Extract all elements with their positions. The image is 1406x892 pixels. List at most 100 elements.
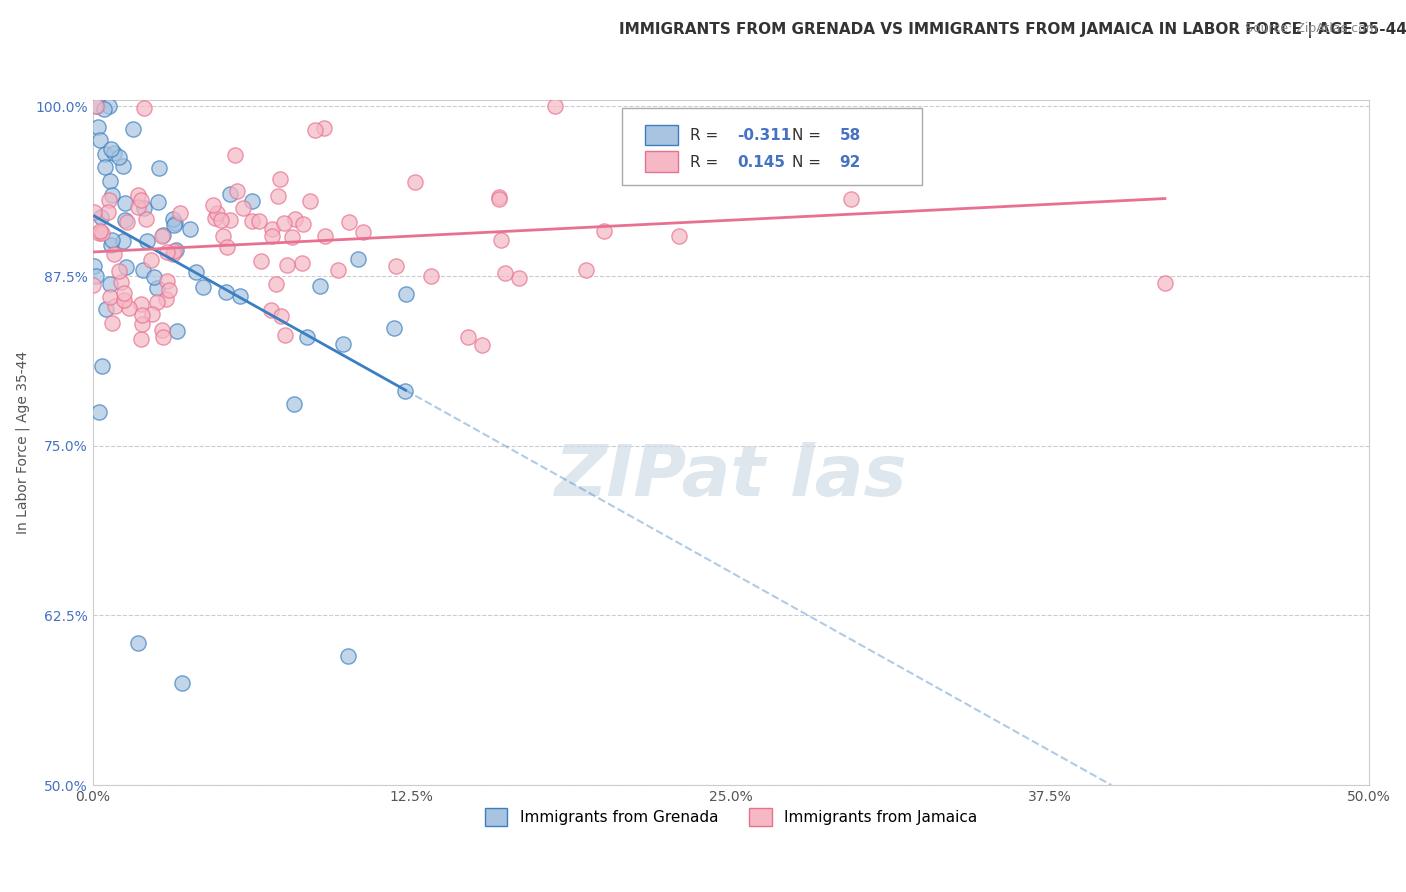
Point: [91, 226, 114, 240]
Point: [152, 330, 174, 344]
Point: [218, 213, 240, 227]
Point: [104, 299, 127, 313]
Point: [152, 228, 174, 243]
Point: [100, 237, 122, 252]
Point: [281, 230, 304, 244]
Point: [212, 229, 235, 244]
Point: [108, 263, 131, 277]
Point: [471, 337, 494, 351]
Point: [83, 205, 105, 219]
Point: [204, 211, 226, 225]
Point: [163, 216, 186, 230]
Point: [169, 205, 191, 219]
Point: [643, 133, 665, 147]
Point: [86, 120, 108, 134]
Text: N =: N =: [792, 128, 825, 144]
Point: [352, 225, 374, 239]
Text: ZIPat las: ZIPat las: [554, 442, 907, 511]
FancyBboxPatch shape: [645, 125, 679, 145]
Point: [94, 301, 117, 316]
FancyBboxPatch shape: [623, 109, 922, 186]
Point: [157, 283, 180, 297]
Point: [260, 229, 283, 244]
Point: [115, 215, 138, 229]
Point: [101, 188, 124, 202]
Point: [336, 649, 359, 664]
Point: [508, 271, 530, 285]
Point: [347, 252, 370, 266]
Point: [207, 205, 229, 219]
Point: [132, 263, 155, 277]
Point: [284, 211, 307, 226]
Point: [394, 286, 416, 301]
Point: [217, 240, 239, 254]
Point: [103, 146, 125, 161]
Point: [134, 202, 156, 216]
Point: [141, 307, 163, 321]
Point: [240, 214, 263, 228]
Point: [100, 277, 122, 292]
Point: [148, 161, 170, 175]
Point: [201, 198, 224, 212]
Point: [90, 359, 112, 374]
Point: [89, 133, 111, 147]
Point: [291, 217, 314, 231]
Point: [89, 224, 111, 238]
Point: [247, 214, 270, 228]
Point: [97, 205, 120, 219]
Text: 92: 92: [839, 155, 860, 170]
Point: [89, 226, 111, 240]
Point: [146, 281, 169, 295]
Point: [122, 122, 145, 136]
Point: [156, 274, 179, 288]
Point: [103, 246, 125, 260]
Point: [291, 256, 314, 270]
Point: [283, 397, 305, 411]
Point: [139, 252, 162, 267]
Point: [94, 161, 117, 175]
Point: [269, 171, 291, 186]
Point: [150, 323, 173, 337]
Point: [276, 258, 298, 272]
Point: [575, 263, 598, 277]
Point: [382, 321, 405, 335]
Point: [110, 275, 132, 289]
Point: [155, 292, 177, 306]
Point: [163, 244, 186, 258]
Text: N =: N =: [792, 155, 825, 170]
Point: [112, 234, 135, 248]
Point: [488, 192, 510, 206]
Point: [145, 294, 167, 309]
Point: [298, 194, 321, 208]
Point: [127, 187, 149, 202]
Point: [163, 218, 186, 232]
Point: [114, 213, 136, 227]
Point: [267, 189, 290, 203]
Y-axis label: In Labor Force | Age 35-44: In Labor Force | Age 35-44: [15, 351, 30, 534]
Point: [488, 189, 510, 203]
Point: [240, 194, 263, 208]
Point: [162, 246, 184, 260]
Point: [385, 259, 408, 273]
Point: [209, 213, 232, 227]
Point: [718, 133, 741, 147]
Point: [232, 201, 254, 215]
Point: [273, 216, 295, 230]
Point: [131, 332, 153, 346]
FancyBboxPatch shape: [645, 151, 679, 171]
Point: [127, 200, 149, 214]
Point: [219, 187, 242, 202]
Point: [491, 233, 513, 247]
Point: [170, 676, 193, 690]
Point: [142, 270, 165, 285]
Point: [191, 280, 214, 294]
Point: [260, 303, 283, 318]
Point: [100, 174, 122, 188]
Point: [87, 405, 110, 419]
Text: R =: R =: [690, 155, 723, 170]
Point: [668, 229, 690, 244]
Point: [309, 278, 332, 293]
Point: [314, 229, 336, 244]
Text: 0.145: 0.145: [737, 155, 785, 170]
Point: [337, 215, 360, 229]
